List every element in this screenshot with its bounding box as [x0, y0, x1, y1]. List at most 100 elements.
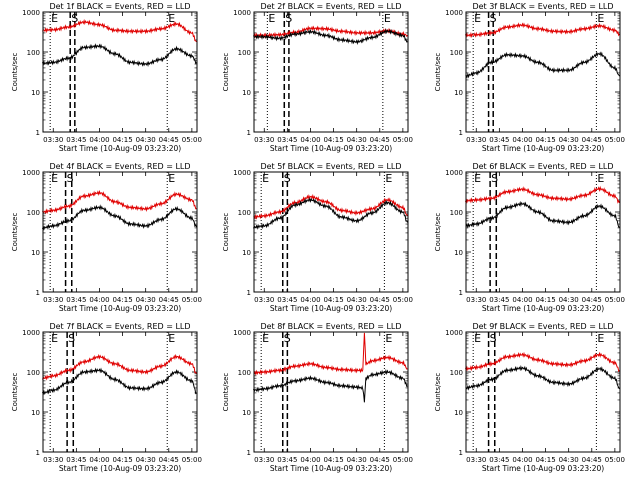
x-tick-label: 05:00	[605, 136, 625, 144]
x-axis-label: Start Time (10-Aug-09 03:23:20)	[59, 464, 181, 473]
x-axis-label: Start Time (10-Aug-09 03:23:20)	[482, 464, 604, 473]
marker-label: E	[168, 172, 175, 185]
y-tick-label: 1	[36, 449, 40, 457]
marker-label: S	[490, 12, 497, 25]
marker-label: E	[474, 332, 481, 345]
x-tick-label: 04:15	[323, 456, 343, 464]
x-axis-label: Start Time (10-Aug-09 03:23:20)	[270, 464, 392, 473]
marker-label: E	[597, 12, 604, 25]
x-tick-label: 04:00	[300, 296, 320, 304]
x-tick-label: 04:00	[89, 296, 109, 304]
x-tick-label: 04:15	[112, 136, 132, 144]
x-tick-label: 04:30	[136, 136, 156, 144]
x-tick-label: 03:30	[466, 456, 486, 464]
marker-label: E	[262, 172, 269, 185]
x-tick-label: 04:30	[347, 456, 367, 464]
marker-label: E	[385, 332, 392, 345]
x-tick-label: 03:45	[66, 296, 86, 304]
events-series-line	[253, 28, 408, 46]
x-tick-label: 03:30	[254, 456, 274, 464]
y-tick-label: 100	[27, 369, 40, 377]
marker-label: S	[68, 332, 75, 345]
x-tick-label: 03:30	[254, 296, 274, 304]
plot-frame	[253, 11, 409, 133]
y-tick-label: 10	[31, 89, 40, 97]
plot-frame	[42, 171, 198, 293]
x-tick-label: 04:15	[323, 296, 343, 304]
chart-panel: Det 4f BLACK = Events, RED = LLD 1 10 100 10…	[11, 162, 202, 313]
y-tick-label: 1000	[233, 169, 251, 177]
plot-frame	[42, 331, 198, 453]
y-tick-label: 10	[242, 409, 251, 417]
x-tick-label: 05:00	[605, 456, 625, 464]
marker-label: E	[474, 172, 481, 185]
lld-series-line	[42, 18, 197, 43]
y-tick-label: 100	[238, 369, 251, 377]
x-tick-label: 04:30	[136, 296, 156, 304]
x-tick-label: 03:45	[66, 136, 86, 144]
chart-title: Det 1f BLACK = Events, RED = LLD	[49, 2, 190, 11]
chart-panel: Det 5f BLACK = Events, RED = LLD 1 10 100 10…	[222, 162, 413, 313]
marker-label: S	[71, 12, 78, 25]
y-tick-label: 100	[27, 49, 40, 57]
events-series-line	[253, 196, 408, 230]
x-tick-label: 04:00	[300, 456, 320, 464]
x-tick-label: 04:45	[370, 296, 390, 304]
chart-title: Det 4f BLACK = Events, RED = LLD	[49, 162, 190, 171]
y-tick-label: 100	[450, 49, 463, 57]
x-tick-label: 04:00	[300, 136, 320, 144]
y-axis-label: Counts/sec	[11, 53, 19, 92]
x-tick-label: 05:00	[182, 136, 202, 144]
lld-series-line	[42, 353, 197, 381]
events-series-line	[42, 43, 197, 68]
x-tick-label: 04:30	[559, 136, 579, 144]
events-series-line	[42, 204, 197, 231]
y-axis-label: Counts/sec	[222, 53, 230, 92]
chart-title: Det 3f BLACK = Events, RED = LLD	[472, 2, 613, 11]
chart-title: Det 6f BLACK = Events, RED = LLD	[472, 162, 613, 171]
y-tick-label: 1	[247, 289, 251, 297]
marker-label: E	[597, 332, 604, 345]
x-tick-label: 05:00	[393, 296, 413, 304]
x-tick-label: 05:00	[393, 136, 413, 144]
x-tick-label: 04:45	[159, 456, 179, 464]
y-axis-label: Counts/sec	[11, 213, 19, 252]
y-axis-label: Counts/sec	[11, 373, 19, 412]
chart-title: Det 9f BLACK = Events, RED = LLD	[472, 322, 613, 331]
chart-panel: Det 8f BLACK = Events, RED = LLD 1 10 100 10…	[222, 322, 413, 473]
x-tick-label: 04:30	[136, 456, 156, 464]
marker-label: S	[284, 332, 291, 345]
y-tick-label: 1000	[233, 9, 251, 17]
marker-label: S	[285, 12, 292, 25]
y-tick-label: 1000	[445, 329, 463, 337]
x-tick-label: 03:30	[43, 456, 63, 464]
y-tick-label: 10	[242, 249, 251, 257]
events-series-line	[42, 367, 197, 396]
marker-label: E	[385, 172, 392, 185]
x-tick-label: 03:45	[489, 296, 509, 304]
x-tick-label: 04:45	[582, 136, 602, 144]
x-axis-label: Start Time (10-Aug-09 03:23:20)	[270, 304, 392, 313]
x-tick-label: 04:15	[535, 136, 555, 144]
y-tick-label: 1000	[22, 169, 40, 177]
x-tick-label: 05:00	[393, 456, 413, 464]
x-tick-label: 03:30	[43, 136, 63, 144]
x-tick-label: 04:45	[159, 296, 179, 304]
x-tick-label: 03:45	[489, 136, 509, 144]
x-axis-label: Start Time (10-Aug-09 03:23:20)	[270, 144, 392, 153]
chart-panel: Det 1f BLACK = Events, RED = LLD 1 10 100 10…	[11, 2, 202, 153]
y-tick-label: 1000	[445, 9, 463, 17]
chart-title: Det 2f BLACK = Events, RED = LLD	[260, 2, 401, 11]
marker-label: E	[51, 172, 58, 185]
x-tick-label: 04:45	[582, 296, 602, 304]
plot-frame	[42, 11, 198, 133]
y-axis-label: Counts/sec	[434, 373, 442, 412]
x-tick-label: 05:00	[182, 456, 202, 464]
chart-panel: Det 6f BLACK = Events, RED = LLD 1 10 100 10…	[434, 162, 625, 313]
lld-series-line	[465, 185, 620, 204]
x-tick-label: 03:30	[254, 136, 274, 144]
chart-panel: Det 9f BLACK = Events, RED = LLD 1 10 100 10…	[434, 322, 625, 473]
chart-panel: Det 3f BLACK = Events, RED = LLD 1 10 100 10…	[434, 2, 625, 153]
x-tick-label: 04:30	[347, 136, 367, 144]
